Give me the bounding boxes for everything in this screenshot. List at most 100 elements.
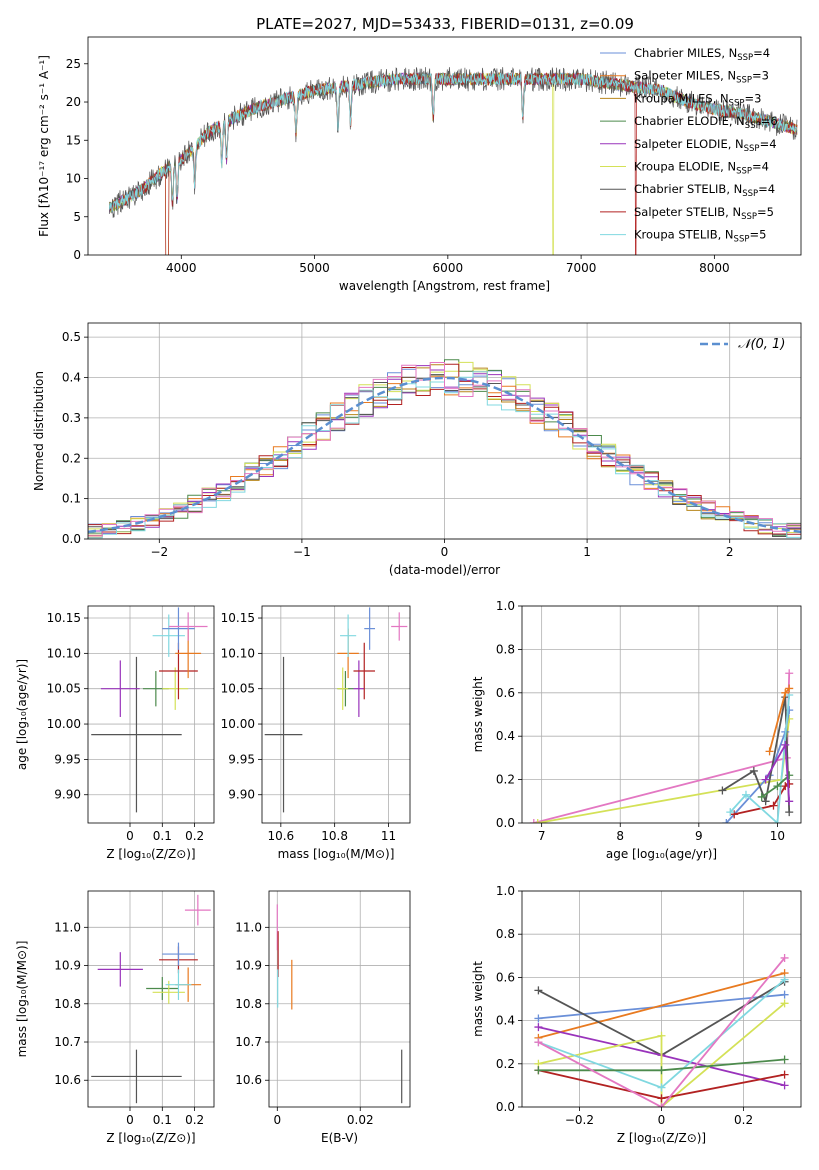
x-tick-label: 10.6 (267, 829, 294, 843)
x-tick-label: 0.2 (734, 1113, 753, 1127)
y-tick-label: 0.1 (62, 492, 81, 506)
y-tick-label: 10.15 (47, 611, 81, 625)
y-axis-label: Normed distribution (32, 371, 46, 491)
y-tick-label: 0.4 (62, 371, 81, 385)
weight-series-line (537, 957, 786, 1107)
y-tick-label: 0.0 (496, 816, 515, 830)
y-tick-label: 1.0 (496, 599, 515, 613)
y-axis-label: age [log₁₀(age/yr)] (15, 659, 29, 770)
axes-frame (87, 36, 802, 256)
axes-frame (268, 890, 411, 1108)
legend-text: Kroupa ELODIE, N (634, 160, 736, 174)
x-tick-label: 6000 (433, 261, 464, 275)
plot-area (264, 607, 408, 813)
legend-sub: SSP (737, 53, 753, 63)
y-tick-label: 15 (66, 133, 81, 147)
legend-text: Salpeter STELIB, N (634, 205, 741, 219)
x-tick-label: 0.1 (153, 1113, 172, 1127)
y-tick-label: 9.90 (54, 788, 81, 802)
weight-marker (534, 1066, 543, 1075)
weight-vs-z-panel: −0.2 0 0.2 0.0 0.2 0.4 0.6 0.8 1.0 Z [log₁₀(Z/Z⊙)… (471, 884, 802, 1145)
y-tick-label: 10.00 (47, 717, 81, 731)
y-tick-label: 0.6 (496, 970, 515, 984)
legend-entry: Chabrier MILES, NSSP=4 (634, 46, 770, 63)
legend-tail: =4 (758, 182, 775, 196)
legend-sub: SSP (745, 121, 761, 131)
y-tick-label: 1.0 (496, 884, 515, 898)
legend-text: Salpeter MILES, N (634, 69, 736, 83)
weight-marker (722, 819, 731, 823)
weight-marker (765, 747, 774, 756)
y-tick-label: 5 (73, 210, 81, 224)
grid (88, 891, 214, 1107)
y-tick-label: 10.05 (47, 682, 81, 696)
y-tick-label: 0.8 (496, 642, 515, 656)
legend-tail: =3 (744, 91, 761, 105)
weight-vs-age-panel: 7 8 9 10 0.0 0.2 0.4 0.6 0.8 1.0 age [log₁₀(age/yr… (471, 599, 802, 861)
weight-marker (780, 999, 789, 1008)
x-axis-label: wavelength [Angstrom, rest frame] (339, 279, 550, 293)
legend-sub: SSP (736, 167, 752, 177)
x-axis-label: E(B-V) (321, 1131, 358, 1145)
y-tick-label: 10.05 (221, 682, 255, 696)
y-tick-label: 10.15 (221, 611, 255, 625)
axes: 0 0.1 0.2 10.6 10.7 10.8 10.9 11.0 Z [log₁₀(Z/Z⊙… (15, 890, 215, 1145)
axes-frame (521, 890, 802, 1108)
spectrum-series-line (108, 72, 798, 213)
y-tick-label: 10.9 (235, 959, 262, 973)
y-tick-label: 0.2 (496, 773, 515, 787)
weight-series-line (538, 972, 785, 1039)
axes: −0.2 0 0.2 0.0 0.2 0.4 0.6 0.8 1.0 Z [log₁₀(Z/Z⊙)… (471, 884, 802, 1145)
weight-marker (657, 1103, 666, 1107)
y-tick-label: 10.00 (221, 717, 255, 731)
weight-marker (534, 1023, 543, 1032)
grid (88, 606, 214, 823)
y-tick-label: 10.8 (235, 997, 262, 1011)
grid (269, 891, 410, 1107)
y-tick-label: 9.95 (228, 752, 255, 766)
axes: 4000 5000 6000 7000 8000 0 5 10 15 20 25 wavelength… (37, 36, 802, 293)
y-tick-label: 25 (66, 57, 81, 71)
x-tick-label: 0.2 (185, 829, 204, 843)
axes: 0 0.1 0.2 9.90 9.95 10.00 10.05 10.10 10.15 Z [lo… (15, 605, 215, 861)
y-axis-label: mass weight (471, 676, 485, 752)
x-tick-label: −1 (293, 545, 311, 559)
legend-text: Chabrier MILES, N (634, 46, 737, 60)
x-tick-label: 0.2 (185, 1113, 204, 1127)
x-axis-label: Z [log₁₀(Z/Z⊙)] (106, 847, 195, 861)
axes-frame (87, 322, 802, 540)
y-tick-label: 10 (66, 172, 81, 186)
weight-marker (773, 782, 782, 791)
weight-marker (785, 797, 794, 806)
x-tick-label: 0 (126, 829, 134, 843)
legend-entry: Chabrier STELIB, NSSP=4 (634, 182, 775, 199)
legend-tail: =3 (752, 69, 769, 83)
weight-marker (773, 819, 782, 823)
x-axis-label: age [log₁₀(age/yr)] (606, 847, 717, 861)
legend-text: Kroupa STELIB, N (634, 228, 734, 242)
weight-marker (529, 819, 538, 823)
x-tick-label: 0 (273, 1113, 281, 1127)
legend-sub: SSP (736, 76, 752, 86)
y-axis-label: mass [log₁₀(M/M⊙)] (15, 941, 29, 1058)
weight-marker (780, 1055, 789, 1064)
legend-text: Chabrier STELIB, N (634, 182, 742, 196)
weight-marker (657, 1031, 666, 1040)
x-tick-label: 0 (658, 1113, 666, 1127)
grid (262, 606, 410, 823)
x-tick-label: 9 (695, 829, 703, 843)
legend-entry: Salpeter STELIB, NSSP=5 (634, 205, 774, 222)
y-tick-label: 10.9 (54, 959, 81, 973)
mass-vs-z-panel: 0 0.1 0.2 10.6 10.7 10.8 10.9 11.0 Z [log₁₀(Z/Z⊙… (15, 890, 215, 1145)
weight-marker (780, 990, 789, 999)
x-tick-label: 8 (616, 829, 624, 843)
weight-marker (718, 786, 727, 795)
weight-marker (785, 684, 794, 693)
x-tick-label: 11 (381, 829, 396, 843)
legend-tail: =4 (760, 137, 777, 151)
weight-series-line (729, 694, 791, 823)
x-tick-label: 10.8 (321, 829, 348, 843)
y-tick-label: 9.95 (54, 752, 81, 766)
weight-marker (780, 953, 789, 962)
